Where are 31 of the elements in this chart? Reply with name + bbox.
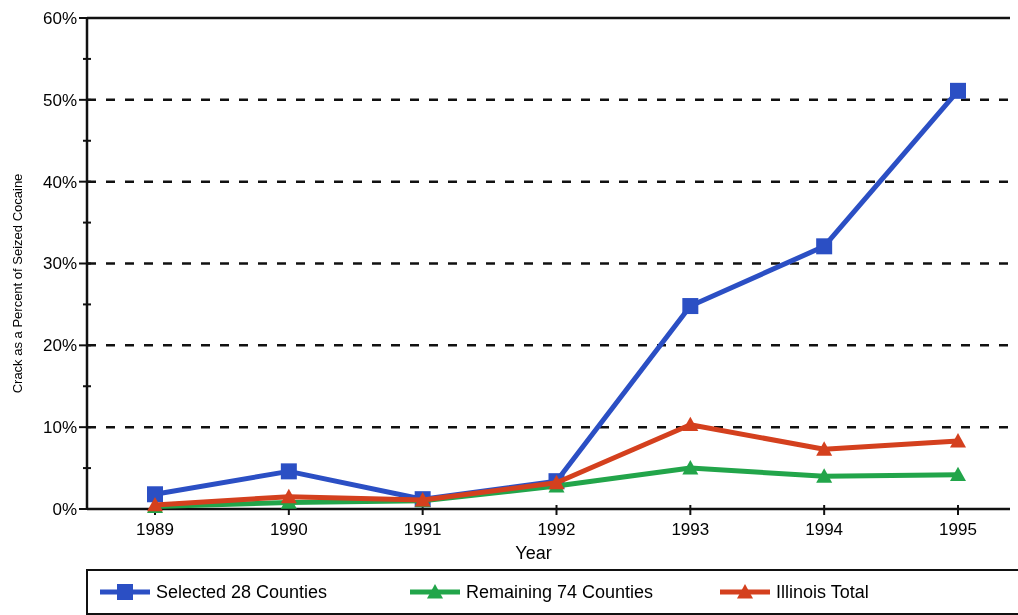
point <box>816 238 833 255</box>
y-tick-label: 20% <box>42 336 77 356</box>
point <box>816 468 833 483</box>
y-tick-label: 60% <box>42 8 77 28</box>
point <box>816 441 833 456</box>
x-tick-label: 1994 <box>805 520 844 539</box>
legend-label: Illinois Total <box>776 582 869 603</box>
x-tick-label: 1995 <box>939 520 977 539</box>
y-tick-label: 10% <box>42 418 77 438</box>
x-tick-label: 1990 <box>269 520 308 539</box>
legend-label: Selected 28 Counties <box>156 582 328 603</box>
y-tick-label: 50% <box>42 90 77 110</box>
point <box>682 460 699 475</box>
point <box>147 486 163 503</box>
point <box>950 82 966 99</box>
point <box>280 463 297 480</box>
legend-label: Remaining 74 Counties <box>466 582 654 603</box>
point <box>950 466 966 482</box>
x-axis-title: Year <box>515 543 552 563</box>
x-tick-label: 1991 <box>403 520 442 539</box>
x-tick-label: 1993 <box>671 520 710 539</box>
y-tick-label: 30% <box>42 254 77 274</box>
x-tick-label: 1992 <box>537 520 576 539</box>
point <box>682 416 699 432</box>
y-axis-title: Crack as a Percent of Seized Cocaine <box>10 173 25 394</box>
point <box>682 298 699 315</box>
point <box>950 433 966 448</box>
y-tick-label: 0% <box>52 499 77 519</box>
x-tick-label: 1989 <box>136 520 174 539</box>
point <box>280 488 297 504</box>
y-tick-label: 40% <box>42 172 77 192</box>
